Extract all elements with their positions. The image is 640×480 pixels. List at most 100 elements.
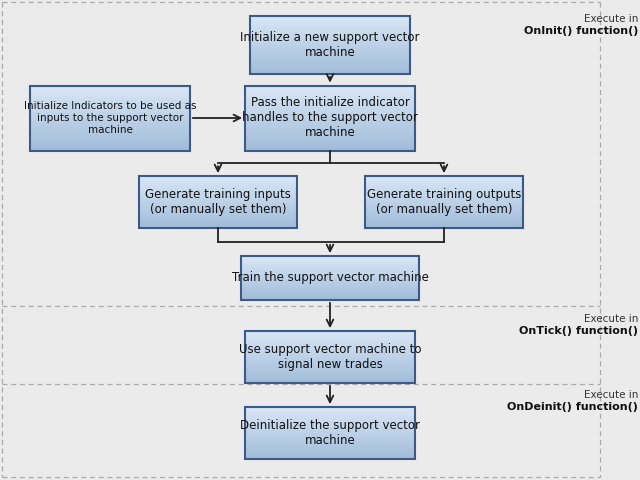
Text: Execute in: Execute in [584,390,638,400]
Bar [245,347,415,348]
Bar [365,180,523,181]
Bar [139,210,297,211]
Bar [245,128,415,130]
Text: Execute in: Execute in [584,314,638,324]
Bar [365,217,523,219]
Bar [241,266,419,267]
Bar [245,354,415,356]
Bar [250,54,410,55]
Bar [365,190,523,192]
Bar [245,344,415,345]
Bar [30,128,190,130]
Bar [245,87,415,89]
Bar [245,358,415,360]
Text: Train the support vector machine: Train the support vector machine [232,272,428,285]
Bar [139,208,297,210]
Bar [241,296,419,297]
Bar [365,181,523,182]
Bar [139,194,297,195]
Bar [245,408,415,409]
Bar [245,361,415,362]
Bar [250,55,410,57]
Bar [241,287,419,288]
Bar [139,207,297,208]
Bar [245,147,415,149]
Bar [365,206,523,207]
Bar [245,85,415,87]
Bar [250,35,410,36]
Bar [250,62,410,64]
Bar [30,110,190,111]
Bar [241,279,419,280]
Bar [245,85,415,151]
Bar [365,207,523,208]
Bar [250,23,410,24]
Bar [30,115,190,116]
Bar [250,44,410,45]
Bar [245,450,415,451]
Bar [241,295,419,296]
Bar [241,286,419,287]
Bar [245,370,415,372]
Bar [245,442,415,444]
Bar [245,425,415,427]
Bar [245,455,415,456]
Bar [241,275,419,276]
Bar [250,70,410,71]
Bar [139,176,297,177]
Bar [30,143,190,144]
Bar [245,131,415,132]
Bar [365,186,523,188]
Bar [241,299,419,300]
Bar [245,409,415,411]
Bar [30,92,190,94]
Bar [365,189,523,190]
Bar [30,103,190,105]
Bar [245,141,415,143]
Bar [250,16,410,17]
Bar [365,216,523,217]
Bar [245,376,415,378]
Bar [139,193,297,194]
Bar [365,182,523,184]
Bar [139,176,297,228]
Bar [245,413,415,415]
Bar [250,19,410,20]
Bar [245,421,415,422]
Bar [245,434,415,436]
Bar [241,292,419,293]
Text: Initialize a new support vector
machine: Initialize a new support vector machine [240,31,420,59]
Bar [241,256,419,257]
Bar [365,212,523,214]
Bar [250,24,410,26]
Bar [245,427,415,428]
Bar [241,265,419,266]
Bar [30,87,190,89]
Bar [365,202,523,204]
Bar [30,126,190,128]
Bar [365,220,523,221]
Bar [245,349,415,350]
Bar [245,437,415,438]
Bar [139,195,297,197]
Bar [245,341,415,343]
Bar [30,105,190,107]
Bar [139,201,297,202]
Bar [245,132,415,134]
Bar [245,429,415,431]
Bar [245,431,415,432]
Bar [139,198,297,199]
Bar [250,17,410,19]
Bar [139,184,297,185]
Bar [245,372,415,374]
Bar [245,124,415,126]
Bar [245,118,415,120]
Bar [250,49,410,51]
Bar [245,116,415,118]
Bar [30,116,190,118]
Bar [365,223,523,224]
Bar [241,260,419,262]
Bar [250,28,410,29]
Bar [245,134,415,136]
Bar [245,144,415,145]
